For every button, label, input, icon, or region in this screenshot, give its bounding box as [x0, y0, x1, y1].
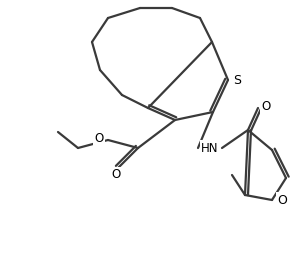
Text: O: O	[94, 132, 103, 146]
Text: O: O	[111, 169, 121, 181]
Text: O: O	[261, 99, 271, 113]
Text: S: S	[233, 73, 241, 87]
Text: HN: HN	[201, 142, 219, 154]
Text: O: O	[277, 193, 287, 207]
